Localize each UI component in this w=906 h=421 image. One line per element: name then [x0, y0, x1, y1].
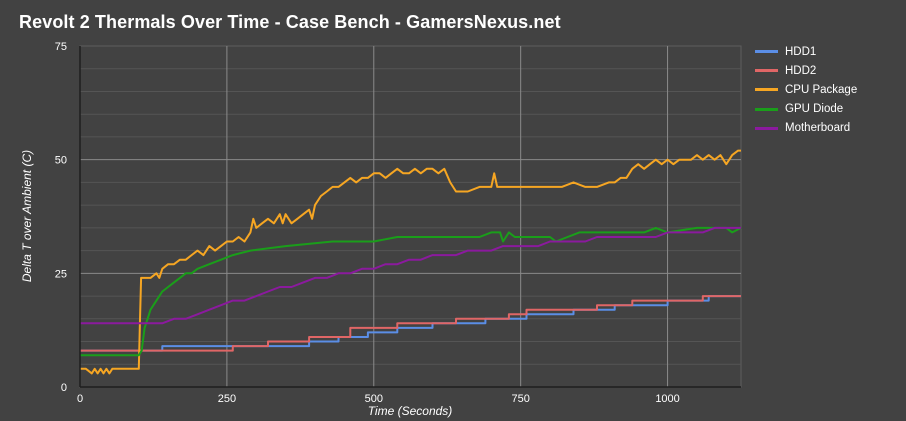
grid-layer — [79, 45, 742, 388]
legend-item-gpu-diode: GPU Diode — [755, 100, 857, 119]
legend-swatch — [755, 50, 778, 54]
plot-area — [79, 45, 742, 388]
series-line-hdd1 — [80, 295, 741, 352]
legend-swatch — [755, 107, 778, 111]
y-tick-label: 25 — [55, 268, 67, 280]
legend-item-motherboard: Motherboard — [755, 119, 857, 138]
legend-swatch — [755, 88, 778, 92]
series-line-hdd2 — [80, 295, 741, 352]
legend-item-cpu-package: CPU Package — [755, 80, 857, 99]
x-axis-label: Time (Seconds) — [368, 404, 453, 418]
y-tick-label: 75 — [55, 41, 67, 53]
x-tick-label: 1000 — [655, 393, 679, 405]
x-tick-label: 500 — [365, 393, 383, 405]
chart-title: Revolt 2 Thermals Over Time - Case Bench… — [19, 12, 561, 32]
legend-swatch — [755, 69, 778, 73]
legend-label: Motherboard — [785, 122, 851, 135]
y-axis-label: Delta T over Ambient (C) — [20, 150, 34, 282]
x-tick-label: 250 — [218, 393, 236, 405]
legend-swatch — [755, 126, 778, 130]
legend-label: CPU Package — [785, 83, 858, 96]
chart-legend: HDD1 HDD2 CPU Package GPU Diode Motherboard — [755, 42, 857, 138]
legend-item-hdd2: HDD2 — [755, 61, 857, 80]
legend-item-hdd1: HDD1 — [755, 42, 857, 61]
series-layer — [80, 149, 742, 375]
series-line-gpu-diode — [80, 226, 742, 357]
legend-label: GPU Diode — [785, 103, 844, 116]
series-line-motherboard — [80, 226, 741, 325]
y-tick-label: 0 — [61, 382, 67, 394]
x-tick-label: 750 — [511, 393, 529, 405]
series-line-cpu-package — [80, 149, 741, 375]
legend-label: HDD2 — [785, 64, 817, 77]
legend-label: HDD1 — [785, 45, 817, 58]
x-tick-label: 0 — [77, 393, 83, 405]
y-tick-label: 50 — [55, 155, 67, 167]
